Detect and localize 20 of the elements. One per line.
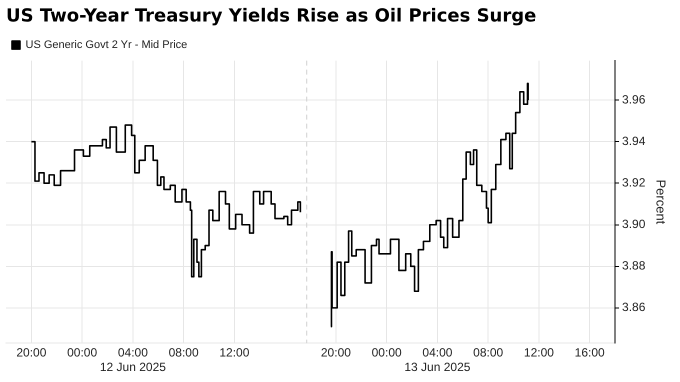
x-tick-label: 12:00 — [524, 346, 554, 360]
chart-title: US Two-Year Treasury Yields Rise as Oil Prices Surge — [6, 5, 536, 26]
x-tick-label: 04:00 13 Jun 2025 — [404, 346, 471, 374]
x-tick-label: 20:00 — [320, 346, 352, 360]
legend-label: US Generic Govt 2 Yr - Mid Price — [26, 39, 188, 52]
x-tick-label: 04:00 12 Jun 2025 — [100, 346, 166, 374]
x-tick-label: 00:00 — [372, 346, 402, 360]
x-tick-label: 08:00 — [168, 346, 199, 360]
x-tick-label: 12:00 — [219, 346, 250, 360]
y-tick-label: 3.88 — [622, 258, 646, 273]
x-tick-label: 08:00 — [473, 346, 504, 360]
y-tick-label: 3.92 — [622, 176, 646, 190]
x-tick-label: 00:00 — [67, 346, 98, 360]
y-axis-title: Percent — [654, 179, 669, 225]
x-tick-label: 16:00 — [574, 346, 606, 360]
y-tick-label: 3.90 — [622, 217, 646, 232]
y-tick-label: 3.96 — [622, 92, 646, 106]
x-tick-label: 20:00 — [16, 346, 47, 360]
y-tick-label: 3.94 — [622, 134, 646, 148]
y-tick-label: 3.86 — [622, 300, 646, 314]
